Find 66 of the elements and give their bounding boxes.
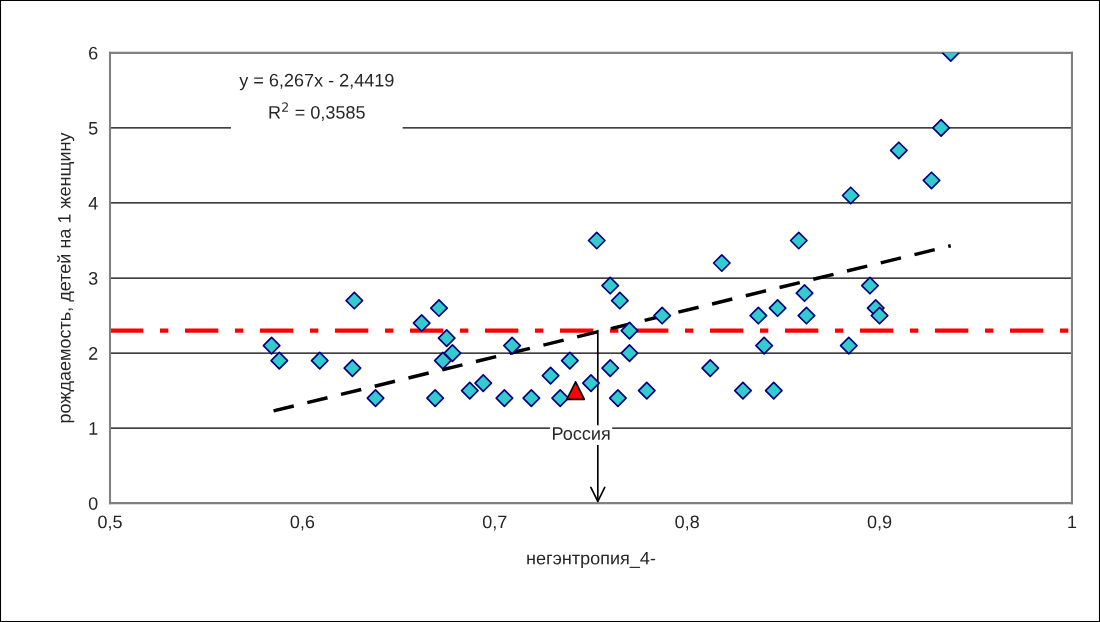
point: [839, 336, 858, 355]
point: [460, 381, 479, 400]
point: [795, 283, 814, 303]
point: [503, 336, 522, 355]
point: [889, 141, 908, 160]
point: [262, 336, 281, 355]
point: [701, 359, 720, 378]
point: [712, 253, 731, 273]
point: [581, 374, 601, 393]
point: [637, 381, 656, 400]
point: [860, 276, 879, 295]
y-tick-label: 4: [88, 197, 98, 210]
point: [343, 359, 362, 378]
point: [426, 389, 445, 408]
point: [620, 321, 639, 340]
y-tick-label: 2: [89, 347, 98, 360]
point: [587, 231, 606, 250]
point: [601, 359, 620, 378]
point: [437, 329, 456, 348]
point: [797, 306, 816, 325]
point: [474, 374, 493, 393]
y-tick-label: 1: [89, 422, 98, 435]
point: [932, 118, 951, 137]
x-tick-label: 1: [1068, 515, 1077, 529]
point: [565, 380, 586, 401]
x-tick-label: 0,5: [98, 515, 122, 531]
y-tick-label: 6: [89, 46, 98, 60]
x-tick-label: 0,8: [675, 515, 699, 531]
point: [768, 299, 787, 318]
point: [922, 171, 941, 190]
point: [270, 351, 289, 370]
point: [412, 314, 431, 333]
annotation: R$^{2}$ = 0,3585: [269, 102, 365, 121]
point: [310, 351, 329, 370]
point: [733, 381, 753, 400]
point: [610, 291, 629, 310]
point: [495, 389, 514, 408]
point: [601, 276, 620, 295]
point: [429, 299, 449, 318]
point: [789, 231, 808, 250]
point: [870, 306, 889, 325]
point: [841, 186, 860, 205]
point: [522, 389, 541, 408]
point: [366, 389, 385, 408]
point: [345, 291, 364, 310]
point: [560, 351, 579, 370]
point: [608, 389, 627, 408]
point: [764, 381, 783, 400]
point: [755, 336, 774, 355]
point: [749, 306, 768, 325]
y-tick-label: 3: [88, 271, 98, 285]
y-tick-label: 0: [88, 497, 98, 510]
point: [653, 306, 672, 325]
x-axis-title: негэнтропия_4-: [527, 551, 656, 569]
x-tick-label: 0,6: [290, 515, 315, 531]
point: [551, 389, 570, 408]
point: [541, 366, 560, 385]
annotation: Россия: [553, 427, 610, 440]
y-tick-label: 5: [88, 122, 98, 135]
point: [433, 351, 452, 370]
y-axis-title: рождаемость, детей на 1 женщину: [57, 132, 75, 423]
point: [620, 344, 639, 363]
x-tick-label: 0,7: [482, 515, 507, 531]
x-tick-label: 0,9: [867, 515, 892, 531]
point: [443, 344, 462, 363]
annotation: y = 6,267x - 2,4419: [239, 73, 394, 91]
